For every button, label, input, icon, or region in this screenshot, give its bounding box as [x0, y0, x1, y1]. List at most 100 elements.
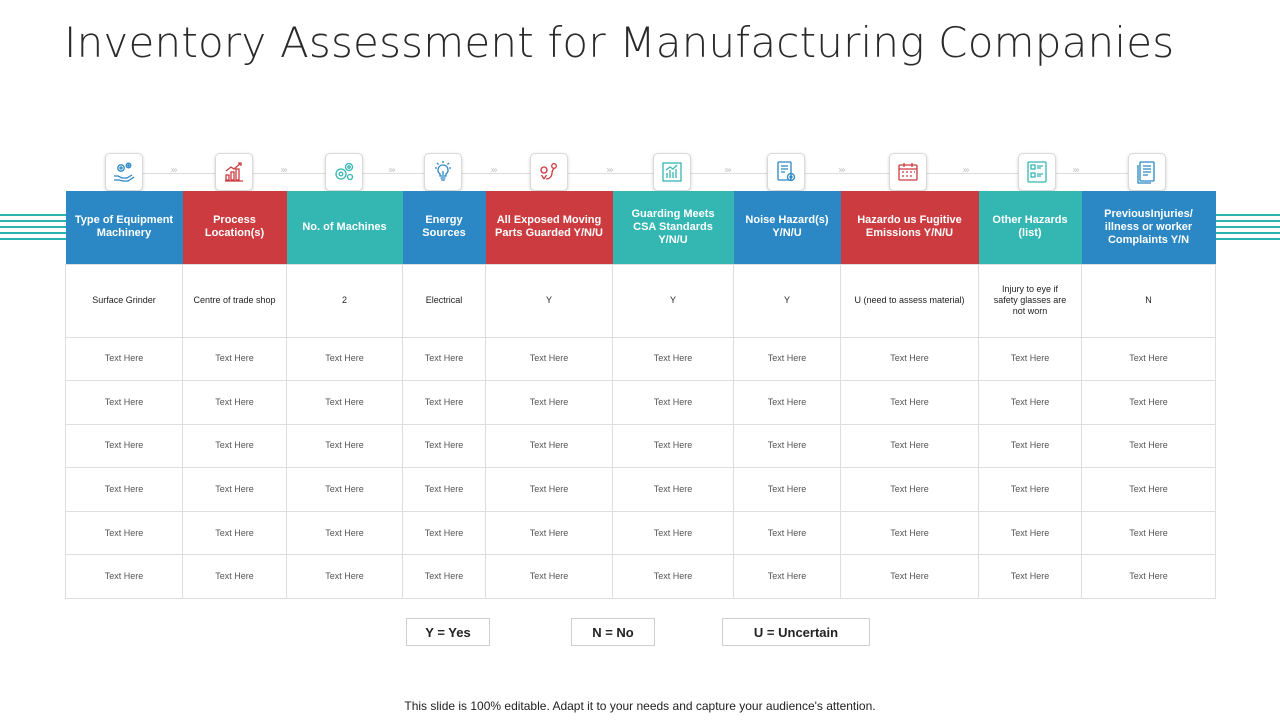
table-cell: Text Here [733, 423, 841, 469]
table-cell: Text Here [1081, 510, 1216, 556]
table-cell: Centre of trade shop [182, 263, 287, 338]
table-cell: Text Here [733, 467, 841, 512]
column-header: Energy Sources [402, 191, 486, 264]
table-cell: Text Here [65, 380, 183, 425]
table-cell: Text Here [402, 336, 486, 382]
table-cell: Text Here [733, 336, 841, 382]
table-cell: Text Here [840, 423, 979, 469]
table-cell: Text Here [182, 380, 287, 425]
table-cell: Text Here [182, 467, 287, 512]
table-cell: Text Here [1081, 467, 1216, 512]
page-title: Inventory Assessment for Manufacturing C… [64, 18, 1175, 67]
table-cell: Text Here [402, 467, 486, 512]
table-cell: Text Here [65, 336, 183, 382]
right-stripe-decoration [1214, 212, 1280, 242]
table-cell: Text Here [1081, 554, 1216, 600]
legend-no: N = No [571, 618, 655, 646]
table-row: Text Here Text Here Text Here Text Here … [65, 423, 1216, 469]
table-row: Text Here Text Here Text Here Text Here … [65, 336, 1216, 382]
icon-connector-line [124, 173, 1148, 174]
checklist-icon [1018, 153, 1056, 191]
column-header: Type of Equipment Machinery [65, 191, 183, 264]
chevron-icon: ››› [280, 165, 288, 176]
legend-yes: Y = Yes [406, 618, 490, 646]
table-cell: Text Here [978, 467, 1082, 512]
table-cell: Text Here [978, 380, 1082, 425]
table-row: Text Here Text Here Text Here Text Here … [65, 554, 1216, 600]
gears-icon [325, 153, 363, 191]
table-cell: Text Here [402, 423, 486, 469]
table-cell: Text Here [840, 554, 979, 600]
table-cell: Text Here [1081, 423, 1216, 469]
table-cell: Text Here [840, 380, 979, 425]
lightbulb-icon [424, 153, 462, 191]
table-cell: Y [733, 263, 841, 338]
table-cell: Text Here [65, 467, 183, 512]
chevron-icon: ››› [170, 165, 178, 176]
assessment-table: Type of Equipment Machinery Process Loca… [65, 191, 1216, 600]
table-cell: Text Here [182, 336, 287, 382]
column-header: Guarding Meets CSA Standards Y/N/U [612, 191, 734, 264]
table-cell: Text Here [612, 380, 734, 425]
chevron-icon: ››› [490, 165, 498, 176]
table-cell: Text Here [840, 467, 979, 512]
column-header: No. of Machines [286, 191, 403, 264]
column-header: All Exposed Moving Parts Guarded Y/N/U [485, 191, 613, 264]
table-cell: Text Here [733, 554, 841, 600]
table-cell: Text Here [402, 380, 486, 425]
table-cell: Text Here [182, 554, 287, 600]
legend-uncertain: U = Uncertain [722, 618, 870, 646]
bar-chart-icon [653, 153, 691, 191]
column-header: PreviousInjuries/ illness or worker Comp… [1081, 191, 1216, 264]
table-cell: N [1081, 263, 1216, 338]
table-cell: Y [485, 263, 613, 338]
table-cell: Text Here [485, 380, 613, 425]
table-cell: Text Here [402, 554, 486, 600]
table-row: Text Here Text Here Text Here Text Here … [65, 510, 1216, 556]
map-route-icon [530, 153, 568, 191]
table-cell: Text Here [182, 510, 287, 556]
table-cell: Text Here [286, 336, 403, 382]
table-cell: Text Here [286, 467, 403, 512]
table-cell: Text Here [65, 510, 183, 556]
table-cell: Text Here [612, 554, 734, 600]
table-cell: Text Here [485, 467, 613, 512]
table-cell: Text Here [1081, 380, 1216, 425]
column-header: Process Location(s) [182, 191, 287, 264]
table-row: Text Here Text Here Text Here Text Here … [65, 380, 1216, 425]
column-header: Hazardo us Fugitive Emissions Y/N/U [840, 191, 979, 264]
table-cell: Text Here [286, 423, 403, 469]
table-cell: Text Here [485, 554, 613, 600]
chevron-icon: ››› [388, 165, 396, 176]
table-cell: 2 [286, 263, 403, 338]
table-cell: Text Here [733, 510, 841, 556]
column-header: Other Hazards (list) [978, 191, 1082, 264]
table-cell: U (need to assess material) [840, 263, 979, 338]
table-cell: Text Here [485, 423, 613, 469]
table-cell: Text Here [286, 380, 403, 425]
table-cell: Surface Grinder [65, 263, 183, 338]
table-cell: Text Here [612, 510, 734, 556]
table-cell: Text Here [485, 510, 613, 556]
document-icon [1128, 153, 1166, 191]
table-cell: Text Here [978, 554, 1082, 600]
left-stripe-decoration [0, 212, 66, 242]
growth-chart-icon [215, 153, 253, 191]
table-cell: Text Here [286, 510, 403, 556]
table-cell: Text Here [978, 423, 1082, 469]
table-cell: Text Here [286, 554, 403, 600]
table-row: Surface Grinder Centre of trade shop 2 E… [65, 263, 1216, 338]
table-cell: Text Here [978, 336, 1082, 382]
chevron-icon: ››› [1072, 165, 1080, 176]
table-header-row: Type of Equipment Machinery Process Loca… [65, 191, 1216, 264]
table-cell: Text Here [612, 423, 734, 469]
table-cell: Text Here [840, 510, 979, 556]
footer-note: This slide is 100% editable. Adapt it to… [404, 699, 876, 713]
table-cell: Text Here [733, 380, 841, 425]
table-row: Text Here Text Here Text Here Text Here … [65, 467, 1216, 512]
column-header: Noise Hazard(s) Y/N/U [733, 191, 841, 264]
table-cell: Text Here [402, 510, 486, 556]
table-cell: Text Here [1081, 336, 1216, 382]
table-cell: Y [612, 263, 734, 338]
table-cell: Injury to eye if safety glasses are not … [978, 263, 1082, 338]
